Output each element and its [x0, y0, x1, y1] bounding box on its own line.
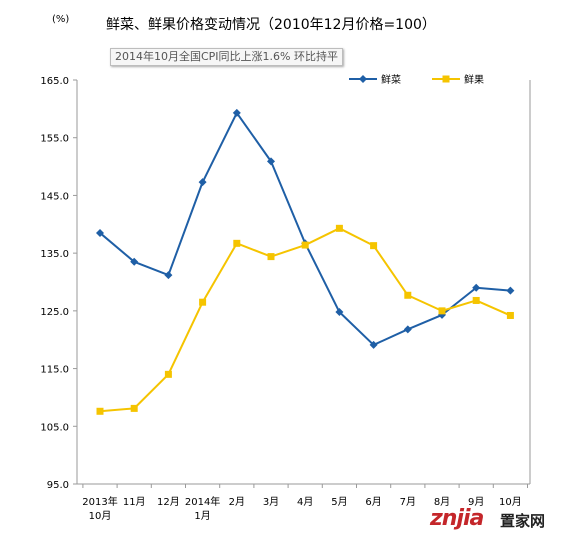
cpi-tooltip: 2014年10月全国CPI同比上涨1.6% 环比持平 [110, 48, 343, 66]
x-tick-label: 7月 [400, 496, 416, 508]
y-tick-label: 115.0 [40, 365, 69, 376]
series-1-point [198, 178, 207, 187]
series-2-point [301, 241, 309, 249]
series-2-point [164, 370, 172, 378]
x-tick-label: 2月 [229, 496, 245, 508]
series-2-point [96, 407, 104, 415]
y-tick-label: 145.0 [40, 191, 69, 202]
series-1-point [369, 340, 378, 349]
legend-label-1: 鲜菜 [381, 73, 401, 86]
series-2-point [472, 296, 480, 304]
series-2-point [335, 224, 343, 232]
x-tick-label: 9月 [468, 496, 484, 508]
series-1-point [267, 157, 275, 166]
legend-marker-2 [442, 75, 450, 83]
x-tick-label: 3月 [263, 496, 279, 508]
chart-title: 鲜菜、鲜果价格变动情况（2010年12月价格=100） [106, 17, 436, 33]
y-tick-label: 165.0 [40, 76, 69, 87]
series-2-point [199, 298, 207, 306]
znjia-watermark: znjia 置家网 [430, 506, 558, 536]
series-1-point [232, 108, 241, 117]
y-tick-label: 125.0 [40, 307, 69, 318]
series-2-point [233, 239, 241, 247]
x-tick-label: 4月 [297, 496, 313, 508]
y-tick-label: 135.0 [40, 249, 69, 260]
x-tick-label: 8月 [434, 496, 450, 508]
x-tick-label: 1月 [194, 510, 210, 522]
watermark-latin: znjia [430, 506, 484, 531]
x-tick-label: 10月 [89, 510, 112, 522]
x-tick-label: 2014年 [185, 495, 220, 508]
x-tick-label: 5月 [331, 496, 347, 508]
x-tick-label: 11月 [123, 496, 146, 508]
series-1-point [164, 271, 173, 280]
series-2-point [404, 291, 412, 299]
series-2-point [506, 311, 514, 319]
series-2-point [370, 242, 378, 250]
series-2-point [438, 307, 446, 315]
series-1-point [130, 257, 139, 266]
series-2-point [267, 253, 275, 261]
series-line-1 [99, 111, 511, 346]
y-axis-unit: (%) [52, 14, 70, 25]
y-tick-label: 105.0 [40, 422, 69, 433]
legend-marker-1 [359, 75, 367, 83]
y-tick-label: 95.0 [47, 480, 69, 491]
series-1-point [403, 325, 412, 334]
x-tick-label: 2013年 [82, 495, 117, 508]
legend-label-2: 鲜果 [464, 73, 484, 86]
x-tick-label: 10月 [499, 496, 522, 508]
x-tick-label: 12月 [157, 496, 180, 508]
series-2-point [130, 404, 138, 412]
series-1-point [96, 228, 104, 237]
series-1-point [472, 283, 481, 292]
x-tick-label: 6月 [365, 496, 381, 508]
series-line-2 [99, 227, 511, 413]
y-tick-label: 155.0 [40, 134, 69, 145]
series-1-point [335, 308, 344, 317]
watermark-cjk: 置家网 [500, 512, 546, 530]
series-1-point [506, 286, 515, 295]
